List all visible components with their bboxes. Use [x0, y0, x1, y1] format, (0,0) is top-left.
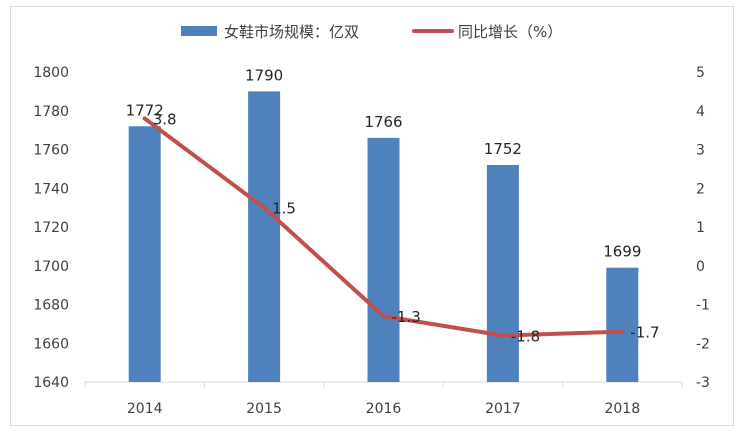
line-value-label: -1.8 [511, 328, 540, 346]
y-left-tick-label: 1700 [33, 259, 69, 275]
bar-value-label: 1772 [126, 101, 164, 119]
y-right-tick-label: 3 [696, 143, 705, 159]
y-right-tick-label: 2 [696, 181, 705, 197]
y-left-tick-label: 1760 [33, 143, 69, 159]
y-left-tick-label: 1640 [33, 375, 69, 391]
bar-value-label: 1766 [364, 113, 402, 131]
line-series [142, 116, 625, 338]
line-value-label: -1.3 [392, 308, 421, 326]
y-left-tick-label: 1720 [33, 220, 69, 236]
y-right-tick-label: 5 [696, 65, 705, 81]
y-right-tick-label: -3 [696, 375, 710, 391]
y-right-tick-label: 4 [696, 104, 705, 120]
bar [367, 137, 400, 382]
bar-value-label: 1790 [245, 66, 283, 84]
y-left-tick-label: 1780 [33, 104, 69, 120]
legend-bar-swatch [181, 26, 217, 36]
line-point [620, 329, 625, 334]
line-value-label: 1.5 [272, 200, 296, 218]
y-left-tick-label: 1740 [33, 181, 69, 197]
legend-line-label: 同比增长（%） [458, 23, 562, 41]
bar-value-label: 1699 [603, 243, 641, 261]
bar-series [128, 91, 639, 382]
axes: 2014 2015 2016 2017 201816401660168017001720… [33, 65, 710, 417]
y-right-tick-label: 1 [696, 220, 705, 236]
bar-value-label: 1752 [484, 140, 522, 158]
x-tick-label: 2015 [246, 401, 282, 417]
y-right-tick-label: 0 [696, 259, 705, 275]
bar [128, 126, 161, 382]
x-tick-label: 2016 [366, 401, 402, 417]
y-left-tick-label: 1800 [33, 65, 69, 81]
data-labels: 1772 1790 1766 1752 1699 3.8 1.5 -1.3 -1.8 -1.7 [126, 66, 660, 345]
line-point [500, 333, 505, 338]
line-value-label: -1.7 [630, 324, 659, 342]
x-tick-label: 2018 [604, 401, 640, 417]
y-right-tick-label: -2 [696, 336, 710, 352]
line-point [262, 205, 267, 210]
bar [606, 267, 639, 382]
y-left-tick-label: 1680 [33, 298, 69, 314]
line-point [142, 116, 147, 121]
y-left-tick-label: 1660 [33, 336, 69, 352]
x-tick-label: 2014 [127, 401, 163, 417]
legend-bar-label: 女鞋市场规模：亿双 [224, 23, 359, 41]
line-value-label: 3.8 [153, 111, 177, 129]
bar [486, 165, 519, 382]
y-right-tick-label: -1 [696, 298, 710, 314]
bar [248, 91, 281, 382]
x-tick-label: 2017 [485, 401, 521, 417]
legend: 女鞋市场规模：亿双 同比增长（%） [181, 23, 562, 41]
line-point [381, 314, 386, 319]
